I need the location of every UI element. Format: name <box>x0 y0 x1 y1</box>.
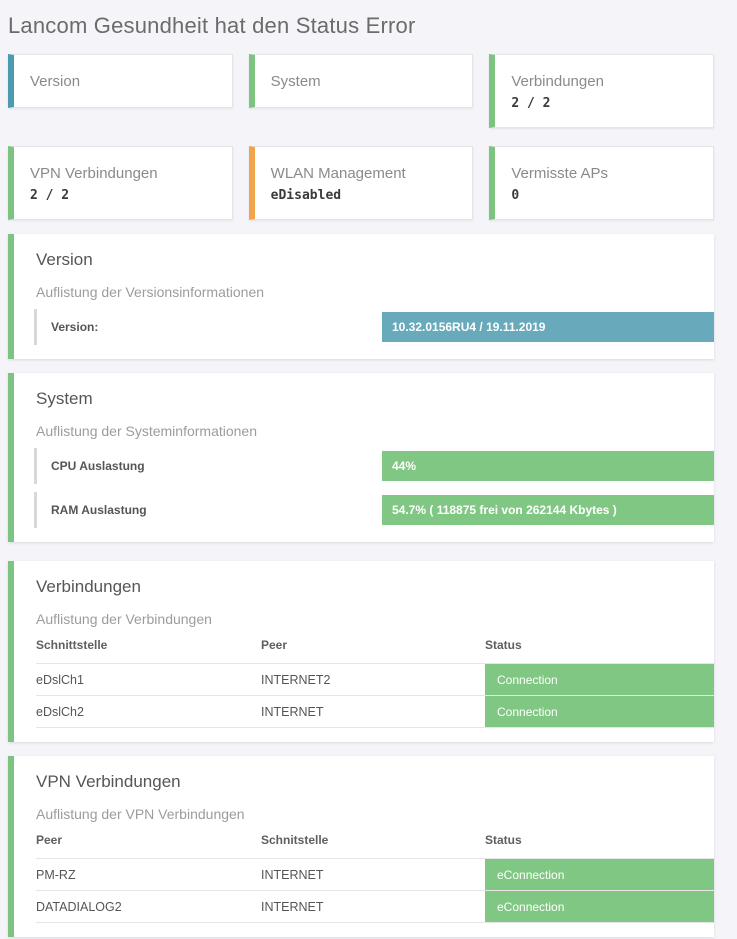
cell-schnitstelle: INTERNET <box>261 899 324 914</box>
metric-label: CPU Auslastung <box>51 459 145 473</box>
stat-card-label: System <box>270 73 321 90</box>
metric-value-bar: 44% <box>382 451 714 481</box>
table-header-row: Schnittstelle Peer Status <box>36 632 714 664</box>
status-badge: eConnection <box>485 859 714 890</box>
cell-peer: INTERNET2 <box>261 672 331 687</box>
stat-card-value: eDisabled <box>270 188 342 203</box>
metric-value-bar: 10.32.0156RU4 / 19.11.2019 <box>382 312 714 342</box>
stat-card-vpn-verbindungen[interactable]: VPN Verbindungen 2 / 2 <box>8 146 233 220</box>
section-verbindungen: Verbindungen Auflistung der Verbindungen… <box>8 561 714 742</box>
cell-schnittstelle: eDslCh1 <box>36 672 84 687</box>
stat-card-system[interactable]: System <box>248 54 474 108</box>
status-badge: Connection <box>485 696 714 727</box>
column-header-peer: Peer <box>36 833 63 847</box>
connections-table: Schnittstelle Peer Status eDslCh1 INTERN… <box>36 632 714 728</box>
stat-card-value: 0 <box>511 188 520 203</box>
stat-tile-grid: Version System Verbindungen 2 / 2 VPN Ve… <box>8 54 714 220</box>
metric-row-version: Version: 10.32.0156RU4 / 19.11.2019 <box>34 309 714 345</box>
stat-card-label: Version <box>30 73 81 90</box>
table-header-row: Peer Schnitstelle Status <box>36 827 714 859</box>
table-row: DATADIALOG2 INTERNET eConnection <box>36 891 714 923</box>
column-header-status: Status <box>485 638 522 652</box>
section-title: Verbindungen <box>36 577 141 596</box>
stat-card-vermisste-aps[interactable]: Vermisste APs 0 <box>489 146 714 220</box>
status-badge: Connection <box>485 664 714 695</box>
status-badge: eConnection <box>485 891 714 922</box>
cell-peer: INTERNET <box>261 704 324 719</box>
column-header-status: Status <box>485 833 522 847</box>
cell-peer: PM-RZ <box>36 867 76 882</box>
table-row: eDslCh2 INTERNET Connection <box>36 696 714 728</box>
stat-card-verbindungen[interactable]: Verbindungen 2 / 2 <box>489 54 714 128</box>
stat-card-value: 2 / 2 <box>30 188 70 203</box>
vpn-table: Peer Schnitstelle Status PM-RZ INTERNET … <box>36 827 714 923</box>
section-subtitle: Auflistung der Versionsinformationen <box>36 284 265 300</box>
section-system: System Auflistung der Systeminformatione… <box>8 373 714 542</box>
column-header-schnittstelle: Schnittstelle <box>36 638 108 652</box>
section-version: Version Auflistung der Versionsinformati… <box>8 234 714 359</box>
stat-card-version[interactable]: Version <box>8 54 233 108</box>
metric-value-bar: 54.7% ( 118875 frei von 262144 Kbytes ) <box>382 495 714 525</box>
stat-card-label: Vermisste APs <box>511 165 609 182</box>
section-title: System <box>36 389 93 408</box>
cell-schnitstelle: INTERNET <box>261 867 324 882</box>
table-row: eDslCh1 INTERNET2 Connection <box>36 664 714 696</box>
section-subtitle: Auflistung der VPN Verbindungen <box>36 806 245 822</box>
section-title: VPN Verbindungen <box>36 772 181 791</box>
metric-label: Version: <box>51 320 99 334</box>
metric-row-ram: RAM Auslastung 54.7% ( 118875 frei von 2… <box>34 492 714 528</box>
cell-peer: DATADIALOG2 <box>36 899 122 914</box>
section-vpn-verbindungen: VPN Verbindungen Auflistung der VPN Verb… <box>8 756 714 937</box>
section-title: Version <box>36 250 93 269</box>
stat-card-label: VPN Verbindungen <box>30 165 158 182</box>
column-header-schnitstelle: Schnitstelle <box>261 833 329 847</box>
metric-row-cpu: CPU Auslastung 44% <box>34 448 714 484</box>
column-header-peer: Peer <box>261 638 288 652</box>
section-subtitle: Auflistung der Verbindungen <box>36 611 212 627</box>
stat-card-label: WLAN Management <box>270 165 406 182</box>
stat-card-wlan-management[interactable]: WLAN Management eDisabled <box>248 146 474 220</box>
page-title: Lancom Gesundheit hat den Status Error <box>8 13 416 38</box>
metric-label: RAM Auslastung <box>51 503 147 517</box>
stat-card-label: Verbindungen <box>511 73 604 90</box>
cell-schnittstelle: eDslCh2 <box>36 704 84 719</box>
table-row: PM-RZ INTERNET eConnection <box>36 859 714 891</box>
section-subtitle: Auflistung der Systeminformationen <box>36 423 257 439</box>
stat-card-value: 2 / 2 <box>511 96 551 111</box>
